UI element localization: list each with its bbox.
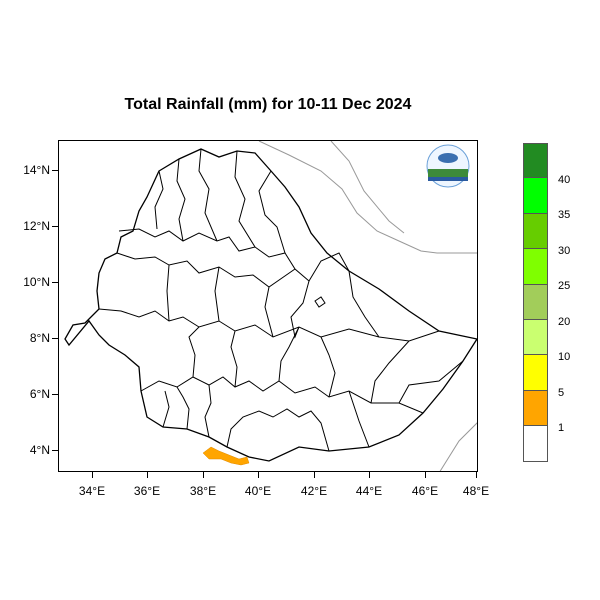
x-tick-46 [425, 472, 426, 478]
legend-swatch [523, 355, 548, 391]
map-plot-area [58, 140, 478, 472]
x-tick-48 [476, 472, 477, 478]
legend-swatch [523, 213, 548, 250]
x-tick-label: 42°E [300, 484, 328, 498]
legend-swatch [523, 284, 548, 320]
legend-label: 20 [558, 316, 571, 328]
x-tick-label: 38°E [189, 484, 217, 498]
legend-label: 30 [558, 245, 571, 257]
x-tick-42 [314, 472, 315, 478]
legend-label: 5 [558, 387, 565, 399]
y-tick-label: 4°N [29, 443, 50, 457]
legend-label: 40 [558, 174, 571, 186]
x-tick-40 [258, 472, 259, 478]
neighbor-borders [258, 141, 477, 471]
legend-swatch [523, 390, 548, 427]
rainfall-area-1-5mm [202, 446, 250, 466]
y-tick-label: 6°N [29, 387, 50, 401]
y-tick-label: 12°N [23, 219, 50, 233]
x-tick-38 [203, 472, 204, 478]
legend-swatch [523, 178, 548, 214]
x-tick-label: 34°E [78, 484, 106, 498]
y-tick-10 [52, 282, 58, 283]
legend-label: 1 [558, 422, 565, 434]
region-boundaries [64, 148, 477, 462]
legend-label: 35 [558, 209, 571, 221]
legend-label: 25 [558, 280, 571, 292]
y-tick-label: 8°N [29, 331, 50, 345]
ethiopia-map [64, 141, 477, 471]
y-tick-12 [52, 226, 58, 227]
meteorology-agency-logo [426, 144, 470, 188]
legend-label: 10 [558, 351, 571, 363]
legend-swatch [523, 319, 548, 356]
y-tick-14 [52, 170, 58, 171]
x-tick-label: 40°E [244, 484, 272, 498]
x-tick-label: 48°E [462, 484, 490, 498]
legend-colorbar [523, 143, 548, 462]
x-tick-36 [147, 472, 148, 478]
y-tick-8 [52, 338, 58, 339]
x-tick-label: 46°E [411, 484, 439, 498]
y-tick-6 [52, 394, 58, 395]
x-tick-44 [369, 472, 370, 478]
legend-swatch [523, 249, 548, 285]
map-title: Total Rainfall (mm) for 10-11 Dec 2024 [124, 96, 412, 113]
legend-swatch [523, 426, 548, 462]
y-tick-4 [52, 450, 58, 451]
x-tick-label: 36°E [133, 484, 161, 498]
x-tick-label: 44°E [355, 484, 383, 498]
x-tick-34 [92, 472, 93, 478]
legend-swatch [523, 143, 548, 179]
y-tick-label: 14°N [23, 163, 50, 177]
y-tick-label: 10°N [23, 275, 50, 289]
